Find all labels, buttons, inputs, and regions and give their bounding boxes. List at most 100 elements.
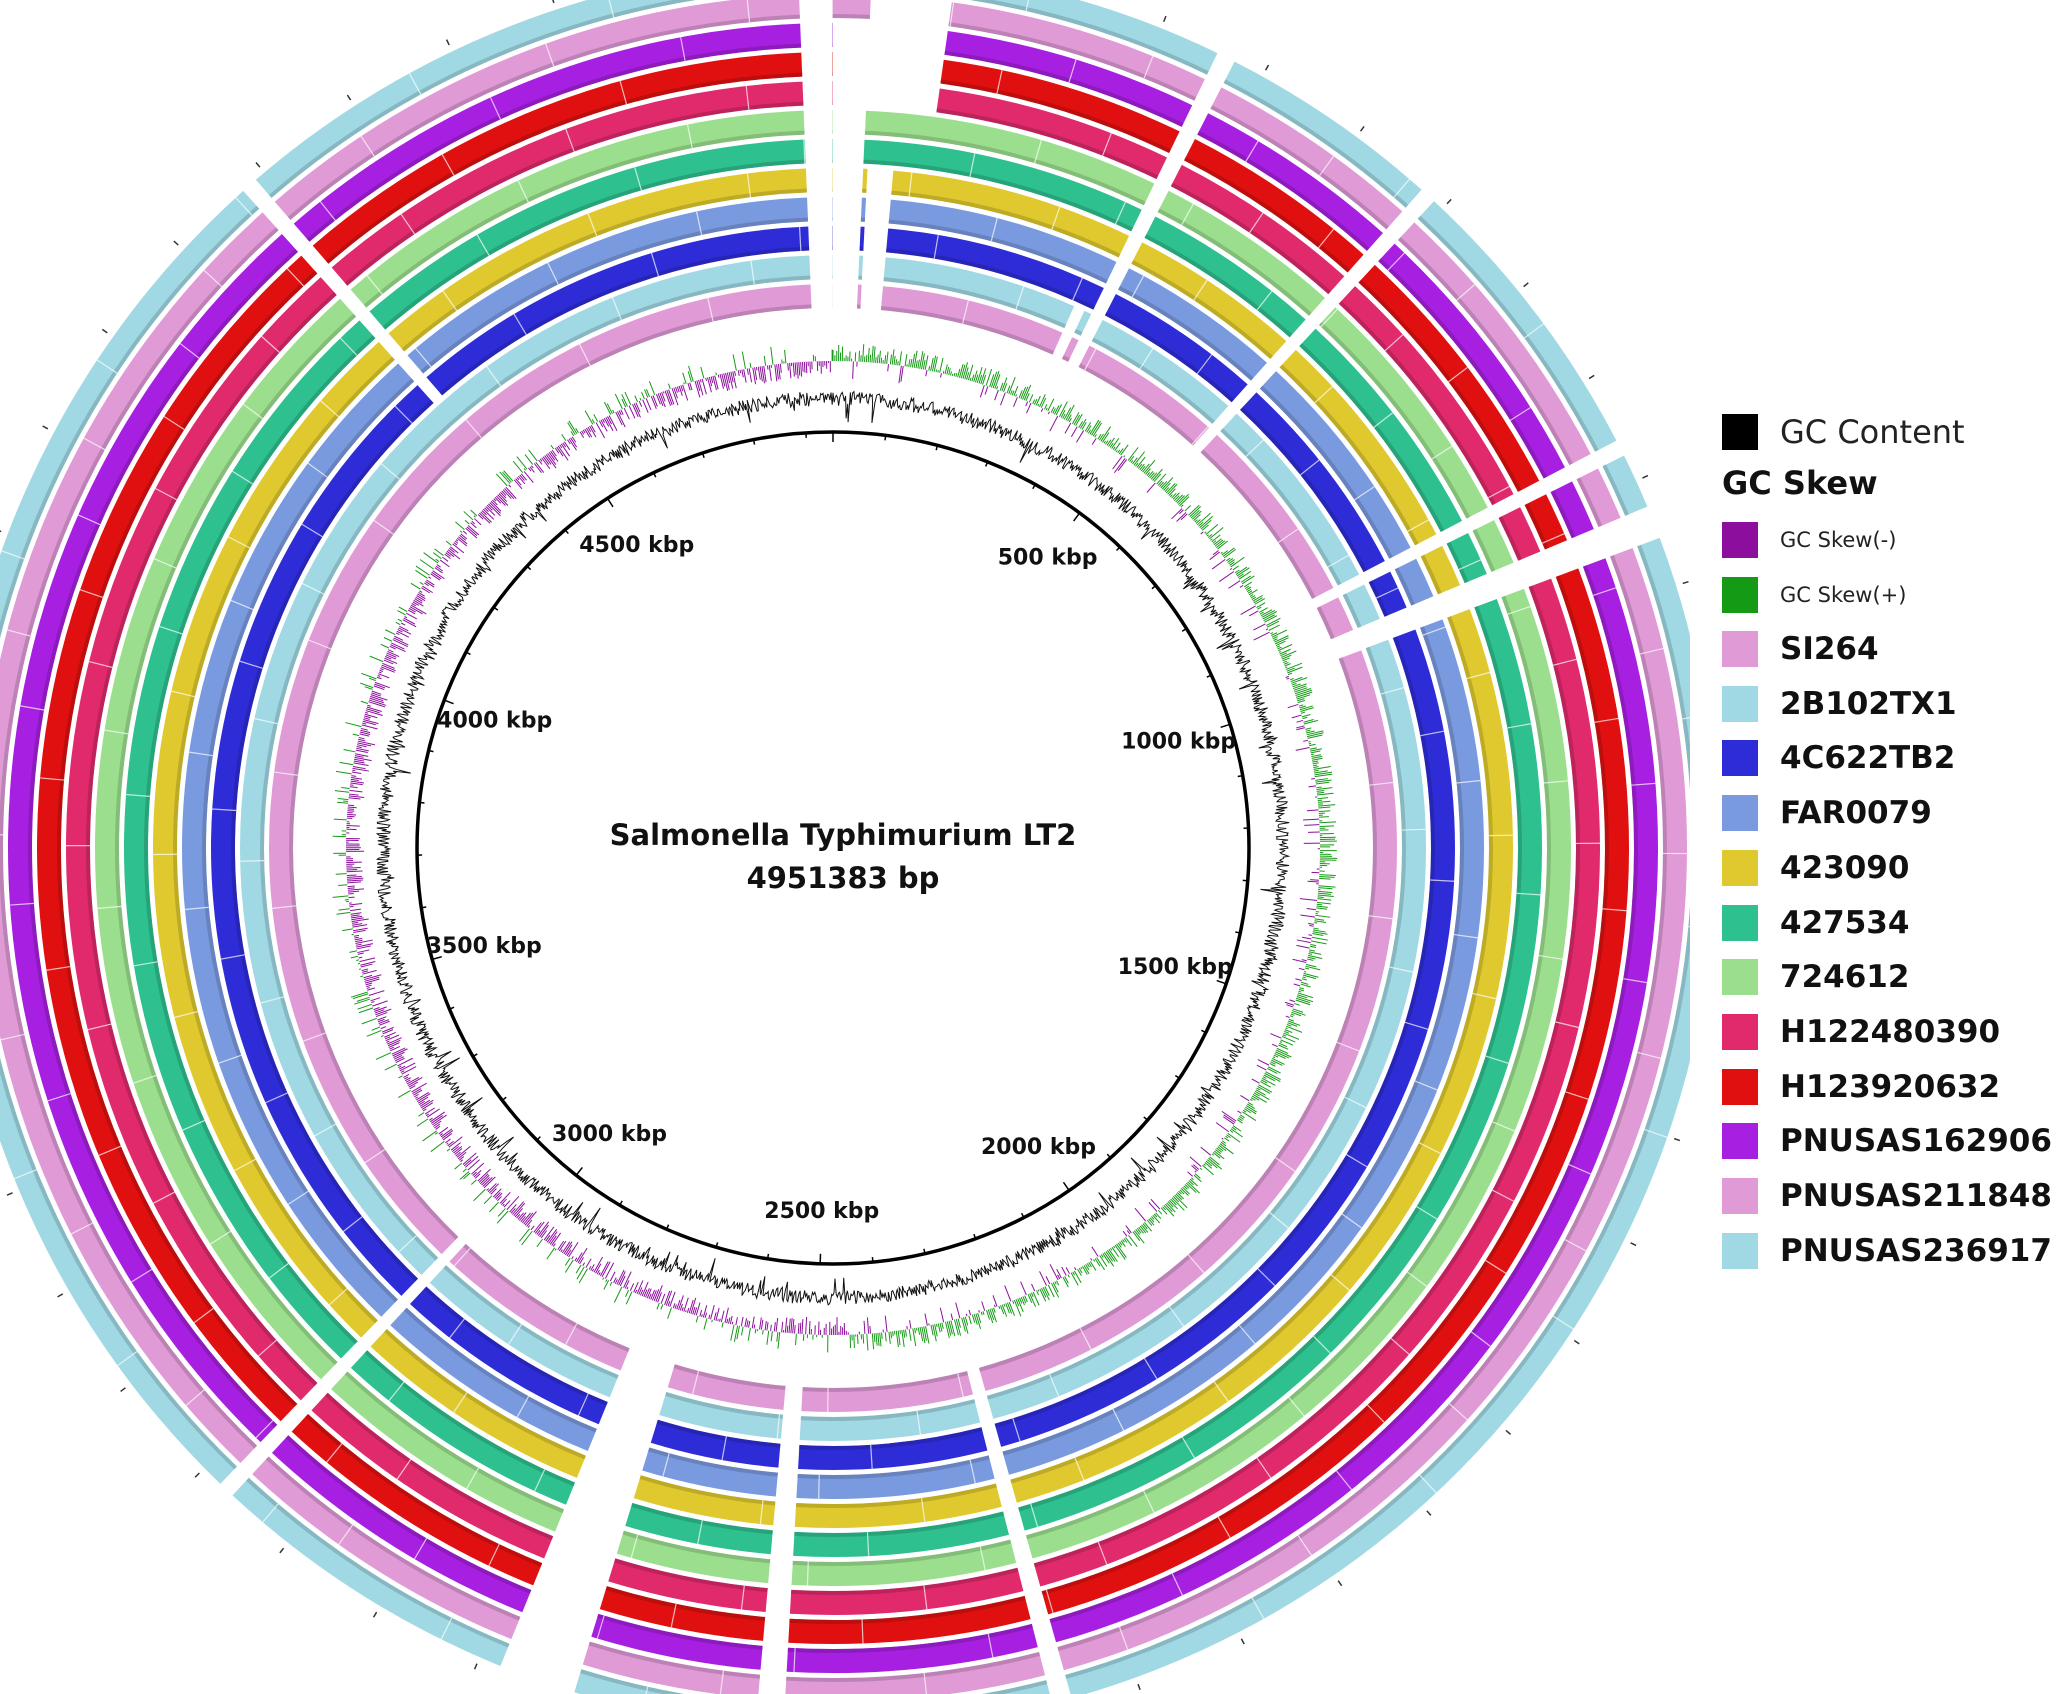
- gc-skew-bar: [1310, 940, 1327, 945]
- gc-skew-bar: [600, 419, 608, 432]
- ring-variation-line: [1181, 1436, 1196, 1459]
- gc-skew-bar: [695, 1302, 701, 1316]
- gc-skew-bar: [335, 770, 352, 775]
- gc-skew-bar: [1291, 682, 1297, 686]
- ring-variation-line: [1217, 1516, 1231, 1539]
- gc-skew-bar: [1274, 637, 1289, 645]
- gc-skew-bar: [548, 1231, 558, 1244]
- gc-skew-bar: [1103, 440, 1106, 444]
- position-label-1500: 1500 kbp: [1118, 955, 1233, 980]
- ring-variation-line: [962, 300, 969, 324]
- gc-skew-bar: [960, 364, 966, 379]
- gc-skew-bar: [903, 1329, 906, 1338]
- gc-skew-bar: [347, 887, 355, 889]
- ring-variation-line: [1245, 140, 1259, 162]
- ring-segment: [449, 1243, 630, 1371]
- gc-skew-bar: [346, 877, 364, 880]
- ring-variation-line: [1181, 203, 1194, 226]
- gc-skew-bar: [1118, 448, 1124, 455]
- gc-skew-bar: [653, 1289, 660, 1302]
- ring-variation-line: [1492, 1121, 1515, 1132]
- ring-variation-line: [466, 1467, 480, 1489]
- ring-variation-line: [1025, 0, 1030, 12]
- gc-skew-bar: [496, 1210, 509, 1224]
- ring-variation-line: [1387, 252, 1405, 271]
- gc-skew-bar: [520, 1215, 526, 1223]
- outer-tick: [57, 1293, 64, 1298]
- gc-skew-bar: [398, 1065, 402, 1068]
- ring-segment: [863, 139, 1142, 232]
- gc-skew-bar: [1249, 1098, 1253, 1101]
- ring-variation-line: [373, 519, 394, 535]
- gc-skew-bar: [875, 1333, 878, 1346]
- ring-variation-line: [547, 262, 559, 285]
- gc-skew-bar: [563, 441, 571, 451]
- gc-skew-bar: [768, 365, 772, 381]
- gc-skew-bar: [1296, 727, 1306, 731]
- ring-segment-edge: [1078, 363, 1196, 446]
- gc-skew-bar: [462, 1152, 477, 1165]
- ring-variation-line: [342, 1216, 363, 1232]
- gc-skew-bar: [1080, 418, 1087, 429]
- gc-skew-bar: [1307, 956, 1316, 960]
- gc-skew-bar: [1302, 976, 1306, 979]
- gc-skew-bar: [1250, 1097, 1256, 1101]
- gc-skew-bar: [371, 1001, 375, 1004]
- ring-segment: [1200, 434, 1334, 599]
- gc-skew-bar: [955, 1319, 962, 1336]
- strain-label: 2B102TX1: [1780, 685, 1957, 722]
- gc-skew-bar: [1306, 730, 1315, 734]
- gc-skew-bar: [570, 431, 575, 437]
- gc-skew-bar: [431, 1115, 443, 1124]
- gc-skew-bar: [380, 666, 395, 673]
- gc-skew-bar: [1012, 1300, 1015, 1304]
- gc-skew-bar: [1184, 1184, 1190, 1189]
- gc-skew-bar: [350, 912, 362, 915]
- gc-skew-bar: [1237, 573, 1244, 579]
- ring-variation-line: [1079, 1327, 1092, 1350]
- gc-skew-bar: [1313, 766, 1331, 770]
- gc-skew-bar: [999, 382, 1004, 391]
- gc-skew-bar: [721, 373, 726, 387]
- ring-variation-line: [449, 1318, 465, 1339]
- gc-skew-bar: [980, 1311, 983, 1316]
- gc-skew-bar: [1027, 1294, 1033, 1304]
- ring-variation-line: [1139, 348, 1154, 370]
- gc-skew-bar: [1213, 538, 1222, 546]
- gc-skew-bar: [884, 1332, 887, 1342]
- gc-skew-bar: [346, 875, 362, 878]
- gc-skew-bar: [1296, 939, 1311, 944]
- gc-skew-bar: [875, 357, 877, 363]
- gc-skew-bar: [1273, 638, 1278, 641]
- ring-segment: [1576, 468, 1621, 528]
- gc-skew-bar: [370, 695, 384, 702]
- gc-skew-bar: [1204, 531, 1207, 534]
- gc-skew-bar: [710, 376, 714, 383]
- gc-skew-bar: [575, 427, 579, 434]
- gc-skew-bar: [1164, 1203, 1173, 1212]
- gc-skew-bar: [545, 454, 557, 469]
- gc-skew-bar: [415, 1096, 418, 1099]
- gc-skew-bar: [1265, 617, 1281, 626]
- ring-variation-line: [239, 660, 263, 669]
- gc-skew-bar: [357, 952, 364, 955]
- gc-skew-bar: [991, 1308, 997, 1323]
- gc-skew-bar: [1316, 903, 1323, 906]
- gc-skew-bar: [548, 451, 556, 461]
- gc-skew-bar: [435, 1125, 441, 1130]
- gc-skew-bar: [1310, 943, 1317, 947]
- gc-skew-bar: [348, 795, 365, 799]
- ring-variation-line: [1118, 1626, 1129, 1650]
- gc-skew-bar: [404, 1077, 411, 1082]
- gc-skew-bar: [363, 717, 370, 720]
- gc-skew-bar: [1211, 534, 1221, 543]
- gc-skew-bar: [955, 373, 958, 377]
- gc-skew-bar: [616, 411, 626, 428]
- gc-skew-bar: [332, 895, 349, 898]
- ring-segment-edge: [794, 1511, 1005, 1537]
- gc-skew-bar: [1258, 1084, 1273, 1093]
- gc-skew-bar: [554, 1248, 557, 1251]
- gc-skew-bar: [1070, 1272, 1079, 1286]
- gc-skew-bar: [1008, 1301, 1015, 1316]
- gc-skew-bar: [435, 558, 440, 562]
